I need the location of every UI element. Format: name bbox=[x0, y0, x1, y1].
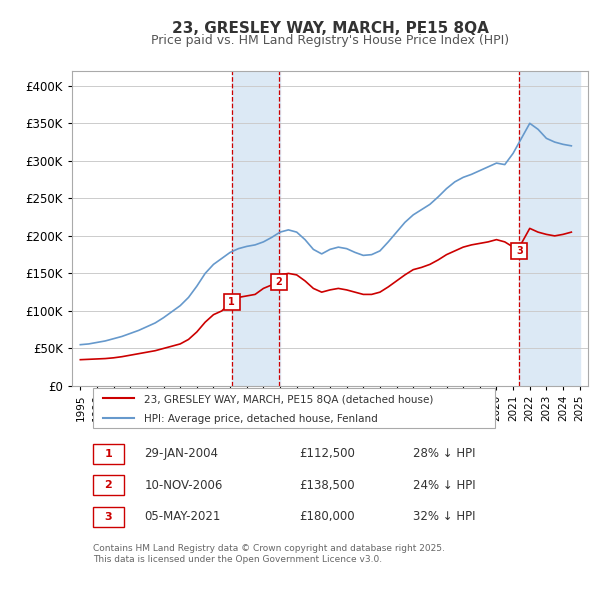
FancyBboxPatch shape bbox=[92, 444, 124, 464]
Bar bbox=[520, 71, 580, 386]
Text: 2: 2 bbox=[104, 480, 112, 490]
Text: 1: 1 bbox=[104, 449, 112, 458]
Text: £138,500: £138,500 bbox=[299, 478, 355, 491]
Text: 29-JAN-2004: 29-JAN-2004 bbox=[144, 447, 218, 460]
Text: £180,000: £180,000 bbox=[299, 510, 355, 523]
Text: 10-NOV-2006: 10-NOV-2006 bbox=[144, 478, 223, 491]
Text: 24% ↓ HPI: 24% ↓ HPI bbox=[413, 478, 475, 491]
FancyBboxPatch shape bbox=[92, 476, 124, 495]
FancyBboxPatch shape bbox=[92, 507, 124, 527]
Text: 1: 1 bbox=[228, 297, 235, 307]
Text: HPI: Average price, detached house, Fenland: HPI: Average price, detached house, Fenl… bbox=[144, 414, 378, 424]
Text: 05-MAY-2021: 05-MAY-2021 bbox=[144, 510, 221, 523]
Text: 23, GRESLEY WAY, MARCH, PE15 8QA (detached house): 23, GRESLEY WAY, MARCH, PE15 8QA (detach… bbox=[144, 394, 434, 404]
FancyBboxPatch shape bbox=[92, 388, 495, 428]
Text: 3: 3 bbox=[104, 512, 112, 522]
Bar bbox=[232, 71, 280, 386]
Text: 2: 2 bbox=[275, 277, 282, 287]
Text: 28% ↓ HPI: 28% ↓ HPI bbox=[413, 447, 475, 460]
Text: Price paid vs. HM Land Registry's House Price Index (HPI): Price paid vs. HM Land Registry's House … bbox=[151, 34, 509, 47]
Text: 3: 3 bbox=[516, 246, 523, 256]
Text: 23, GRESLEY WAY, MARCH, PE15 8QA: 23, GRESLEY WAY, MARCH, PE15 8QA bbox=[172, 21, 488, 35]
Text: £112,500: £112,500 bbox=[299, 447, 355, 460]
Text: 32% ↓ HPI: 32% ↓ HPI bbox=[413, 510, 475, 523]
Text: Contains HM Land Registry data © Crown copyright and database right 2025.
This d: Contains HM Land Registry data © Crown c… bbox=[92, 544, 445, 563]
